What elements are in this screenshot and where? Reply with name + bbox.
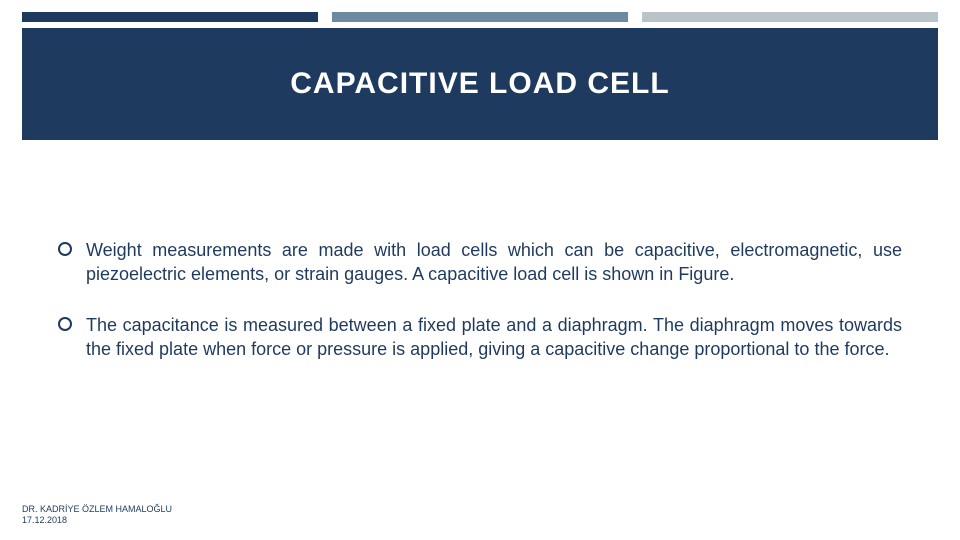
accent-bar-3: [642, 12, 938, 22]
accent-bars: [0, 12, 960, 22]
bullet-marker-icon: [58, 242, 72, 256]
bullet-text: The capacitance is measured between a fi…: [86, 313, 902, 362]
slide-body: Weight measurements are made with load c…: [58, 238, 902, 387]
bullet-text: Weight measurements are made with load c…: [86, 238, 902, 287]
bullet-item: The capacitance is measured between a fi…: [58, 313, 902, 362]
slide-title: CAPACITIVE LOAD CELL: [290, 67, 669, 101]
accent-bar-2: [332, 12, 628, 22]
bullet-item: Weight measurements are made with load c…: [58, 238, 902, 287]
footer-date: 17.12.2018: [22, 515, 172, 526]
title-banner: CAPACITIVE LOAD CELL: [22, 28, 938, 140]
accent-bar-1: [22, 12, 318, 22]
slide-footer: DR. KADRİYE ÖZLEM HAMALOĞLU 17.12.2018: [22, 504, 172, 527]
bullet-marker-icon: [58, 317, 72, 331]
footer-author: DR. KADRİYE ÖZLEM HAMALOĞLU: [22, 504, 172, 515]
